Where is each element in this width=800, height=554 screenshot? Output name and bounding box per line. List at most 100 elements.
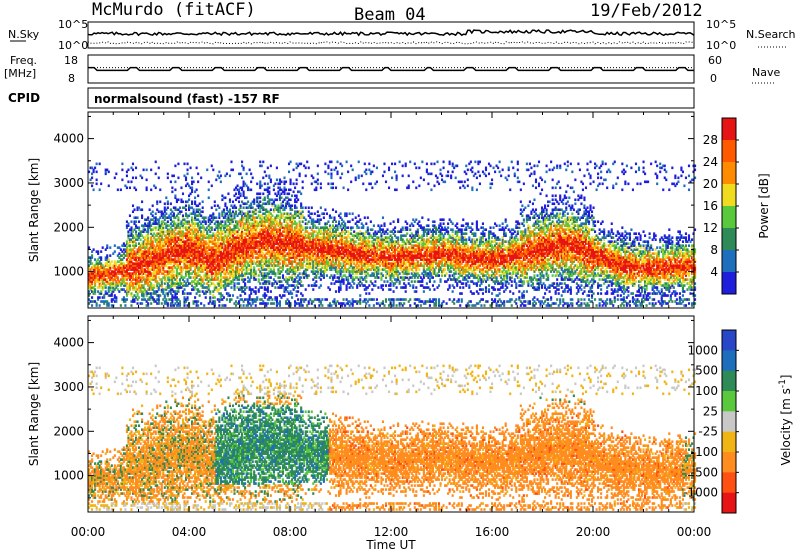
power-cell xyxy=(296,206,298,209)
power-cell xyxy=(297,290,299,293)
power-cell xyxy=(280,196,282,199)
power-cell xyxy=(244,282,246,285)
power-cell xyxy=(302,284,304,287)
power-cell xyxy=(288,192,290,195)
power-cell xyxy=(320,206,322,209)
power-cell xyxy=(308,274,310,277)
power-cell xyxy=(135,167,137,170)
power-cell xyxy=(274,286,276,289)
power-cell xyxy=(124,304,126,307)
freq-tick-low: 8 xyxy=(68,72,75,85)
power-cell xyxy=(102,246,104,249)
power-cell xyxy=(100,183,102,186)
power-cell xyxy=(259,200,261,203)
power-cell xyxy=(300,202,302,205)
power-cell xyxy=(255,304,257,307)
power-cell xyxy=(236,185,238,188)
power-cell xyxy=(246,173,248,176)
power-cell xyxy=(186,173,188,176)
power-cell xyxy=(135,242,137,245)
power-cell xyxy=(244,292,246,295)
power-cell xyxy=(249,169,251,172)
power-cell xyxy=(171,186,173,189)
power-cell xyxy=(220,175,222,178)
power-cell xyxy=(194,196,196,199)
power-cell xyxy=(152,204,154,207)
power-cell xyxy=(264,183,266,186)
power-cell xyxy=(276,296,278,299)
power-cell xyxy=(333,274,335,277)
power-cell xyxy=(138,220,140,223)
nave-label: Nave xyxy=(752,66,780,79)
power-cell xyxy=(188,198,190,201)
power-cell xyxy=(296,194,298,197)
power-cell xyxy=(244,278,246,281)
power-cell xyxy=(167,220,169,223)
power-cell xyxy=(218,304,220,307)
power-cell xyxy=(108,302,110,305)
power-cell xyxy=(177,198,179,201)
power-cell xyxy=(291,194,293,197)
cpid-text: normalsound (fast) -157 RF xyxy=(94,92,280,106)
power-cell xyxy=(214,300,216,303)
power-cell xyxy=(339,262,341,265)
power-cell xyxy=(326,274,328,277)
power-cell xyxy=(93,188,95,191)
power-cell xyxy=(241,161,243,164)
power-cell xyxy=(305,175,307,178)
power-cell xyxy=(141,200,143,203)
power-cell xyxy=(99,304,101,307)
power-cell xyxy=(132,204,134,207)
power-cell xyxy=(343,278,345,281)
power-cell xyxy=(332,183,334,186)
nsky-tick-low: 10^0 xyxy=(58,39,88,52)
power-cell xyxy=(280,280,282,283)
power-cell xyxy=(130,292,132,295)
power-cell xyxy=(174,181,176,184)
power-cell xyxy=(302,186,304,189)
power-cell xyxy=(214,200,216,203)
power-cell xyxy=(327,183,329,186)
power-cell xyxy=(159,200,161,203)
power-cell xyxy=(258,278,260,281)
power-cell xyxy=(133,208,135,211)
power-cell xyxy=(240,204,242,207)
power-cell xyxy=(177,216,179,219)
power-cell xyxy=(174,165,176,168)
power-cell xyxy=(182,214,184,217)
power-cell xyxy=(96,171,98,174)
power-cell xyxy=(246,286,248,289)
power-cell xyxy=(165,196,167,199)
power-cell xyxy=(199,294,201,297)
power-cell xyxy=(211,226,213,229)
power-cell xyxy=(149,208,151,211)
power-cell xyxy=(135,188,137,191)
power-cell xyxy=(270,165,272,168)
power-cell xyxy=(114,250,116,253)
power-cell xyxy=(267,302,269,305)
nsky-tick-high: 10^5 xyxy=(58,18,88,31)
power-cell xyxy=(291,208,293,211)
power-cell xyxy=(167,177,169,180)
power-cell xyxy=(229,198,231,201)
power-cell xyxy=(338,220,340,223)
power-cell xyxy=(250,188,252,191)
nsky-series xyxy=(88,30,694,35)
power-cell xyxy=(138,296,140,299)
power-cell xyxy=(308,167,310,170)
power-cell xyxy=(109,254,111,257)
power-cell xyxy=(117,188,119,191)
power-cell xyxy=(317,173,319,176)
power-cell xyxy=(336,161,338,164)
power-cell xyxy=(247,200,249,203)
power-cell xyxy=(339,212,341,215)
power-cell xyxy=(108,171,110,174)
power-cell xyxy=(235,192,237,195)
power-cell xyxy=(267,286,269,289)
power-cell xyxy=(317,183,319,186)
freq-label-2: [MHz] xyxy=(4,67,36,80)
power-cell xyxy=(138,226,140,229)
power-cell xyxy=(302,210,304,213)
power-cell xyxy=(126,186,128,189)
power-cell xyxy=(291,296,293,299)
